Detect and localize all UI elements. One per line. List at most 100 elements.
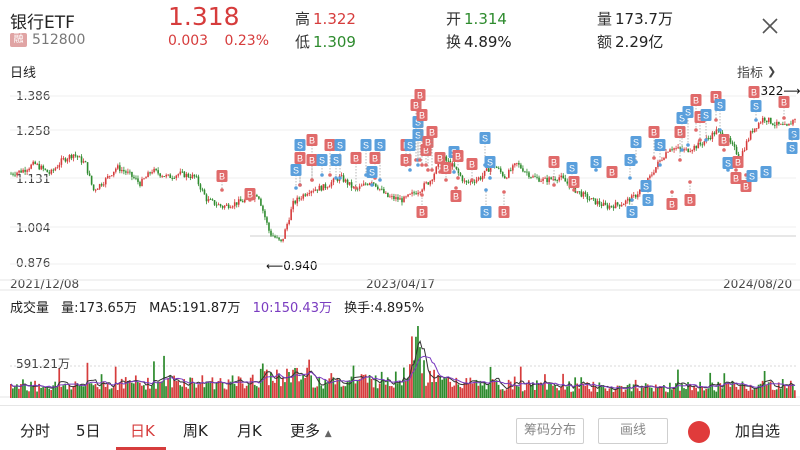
candle-body [451, 163, 454, 167]
add-to-watchlist-button[interactable]: 加自选 [735, 422, 781, 440]
candle-body [465, 180, 468, 183]
marker-label: B [372, 154, 378, 164]
volume-bar [243, 388, 246, 398]
candle-body [780, 123, 782, 125]
volume-bar [665, 391, 667, 398]
tab-weekly-k[interactable]: 周K [183, 422, 208, 440]
tab-daily-k[interactable]: 日K [130, 422, 155, 440]
amount-value: 2.29亿 [615, 33, 664, 51]
volume-bar [707, 388, 710, 398]
volume-bar [511, 389, 514, 398]
volume-bar [274, 382, 276, 398]
candle-body [243, 199, 246, 203]
volume-bar [761, 380, 764, 398]
candle-body [582, 192, 585, 197]
volume-bar [705, 388, 708, 398]
marker-dot [634, 160, 638, 164]
volume-bar [429, 370, 431, 398]
volume-bar [278, 373, 280, 398]
candle-body [308, 193, 311, 195]
volume-bar [223, 388, 226, 398]
marker-label: S [593, 158, 599, 168]
volume-bar [542, 384, 544, 398]
volume-bar [217, 380, 220, 398]
volume-bar [529, 385, 532, 398]
candle-body [322, 184, 325, 191]
candle-body [42, 165, 45, 169]
volume-bar [443, 376, 446, 398]
candle-body [282, 238, 284, 242]
candle-body [316, 189, 319, 191]
volume-bar [602, 384, 605, 398]
tab-5day[interactable]: 5日 [76, 422, 101, 440]
candle-body [163, 176, 165, 177]
candle-body [665, 152, 667, 159]
volume-bar [745, 388, 748, 398]
candle-body [651, 174, 653, 176]
security-name: 银行ETF [10, 13, 75, 33]
volume-bar [739, 385, 742, 398]
volume-bar [572, 391, 575, 398]
close-icon[interactable] [758, 14, 782, 38]
volume-current: 量:173.65万 [61, 301, 138, 316]
volume-bar [82, 386, 85, 398]
candle-body [298, 197, 301, 199]
volume-bar [350, 376, 353, 398]
candle-body [489, 166, 492, 172]
buy-marker [350, 152, 362, 164]
candle-body [407, 194, 409, 197]
tab-monthly-k[interactable]: 月K [237, 422, 262, 440]
volume-bar [779, 388, 782, 398]
volume-bar [425, 385, 427, 398]
volume-bar [634, 379, 637, 398]
volume-bar [540, 382, 542, 398]
candle-body [782, 123, 784, 125]
candle-body [86, 162, 89, 174]
volume-bar [544, 374, 546, 398]
candle-body [26, 170, 28, 172]
sell-marker [760, 166, 772, 178]
marker-label: S [487, 158, 493, 168]
volume-bar [650, 387, 653, 398]
volume-bar [527, 380, 530, 398]
volume-turnover: 换手:4.895% [344, 301, 425, 316]
volume-bar [606, 390, 609, 398]
candle-body [270, 230, 272, 236]
candle-body [610, 205, 613, 207]
marker-dot [704, 138, 708, 142]
volume-label: 量 [597, 10, 613, 28]
volume-bar [26, 390, 28, 398]
candle-body [96, 188, 99, 190]
volume-bar [791, 384, 794, 398]
volume-bar [493, 380, 496, 398]
volume-bar [151, 385, 153, 398]
chip-distribution-button[interactable]: 筹码分布 [516, 418, 584, 444]
marker-dot [298, 183, 302, 187]
sell-marker [316, 154, 328, 166]
candle-body [223, 205, 226, 208]
indicator-button[interactable]: 指标 ❯ [737, 62, 776, 81]
marker-label: S [377, 141, 383, 151]
volume-bar [136, 382, 139, 398]
volume-bar [310, 375, 313, 398]
candle-body [592, 198, 595, 199]
candle-body [70, 154, 73, 159]
candle-body [149, 172, 151, 174]
draw-line-button[interactable]: 画线 [598, 418, 668, 444]
record-dot-icon[interactable] [688, 421, 710, 443]
volume-bar [245, 385, 248, 398]
marker-dot [694, 128, 698, 132]
candle-body [74, 154, 77, 156]
volume-bar [374, 375, 377, 398]
sell-marker [294, 139, 306, 151]
volume-bar [362, 374, 365, 398]
volume-bar [370, 378, 373, 398]
tab-intraday[interactable]: 分时 [20, 422, 51, 440]
volume-bar [372, 387, 375, 398]
volume-bar [225, 389, 228, 398]
marker-dot [420, 193, 424, 197]
candle-body [761, 117, 764, 123]
kline-chart[interactable]: BBSBSBBBSSSBSBSSBBSBSSBBBBBBBSBBSSSBBBBS… [0, 0, 800, 405]
candle-body [477, 177, 480, 180]
tab-more[interactable]: 更多 ▲ [290, 420, 332, 441]
